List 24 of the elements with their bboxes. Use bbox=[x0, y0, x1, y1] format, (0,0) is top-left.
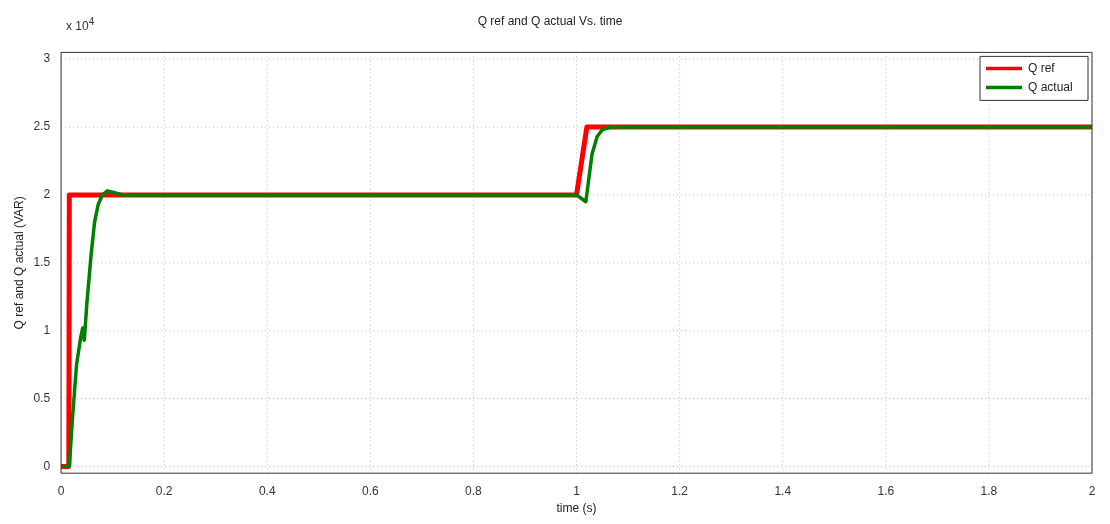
x-tick-label: 1.6 bbox=[877, 483, 895, 498]
y-tick-label: 3 bbox=[43, 51, 51, 66]
x-tick-label: 1.8 bbox=[980, 483, 998, 498]
y-tick-label: 1.5 bbox=[33, 255, 51, 270]
x-tick-label: 1.4 bbox=[774, 483, 792, 498]
legend-label: Q ref bbox=[1028, 60, 1056, 75]
x-tick-label: 2 bbox=[1088, 483, 1096, 498]
x-tick-label: 0.2 bbox=[155, 483, 173, 498]
y-tick-label: 0.5 bbox=[33, 390, 51, 405]
y-tick-label: 1 bbox=[43, 322, 51, 337]
x-tick-label: 0 bbox=[57, 483, 65, 498]
y-tick-label: 2 bbox=[43, 187, 51, 202]
y-tick-label: 0 bbox=[43, 458, 51, 473]
x-axis-title: time (s) bbox=[556, 501, 597, 516]
x-tick-label: 0.8 bbox=[465, 483, 483, 498]
x-tick-label: 1.2 bbox=[671, 483, 689, 498]
x-tick-label: 1 bbox=[573, 483, 581, 498]
x-tick-label: 0.6 bbox=[362, 483, 380, 498]
text: x 10$^{4}$ bbox=[66, 16, 95, 33]
x-tick-label: 0.4 bbox=[258, 483, 276, 498]
legend-label: Q actual bbox=[1028, 79, 1073, 94]
chart-title: Q ref and Q actual Vs. time bbox=[477, 13, 623, 28]
y-tick-label: 2.5 bbox=[33, 119, 51, 134]
y-axis-title: Q ref and Q actual (VAR) bbox=[11, 196, 26, 330]
